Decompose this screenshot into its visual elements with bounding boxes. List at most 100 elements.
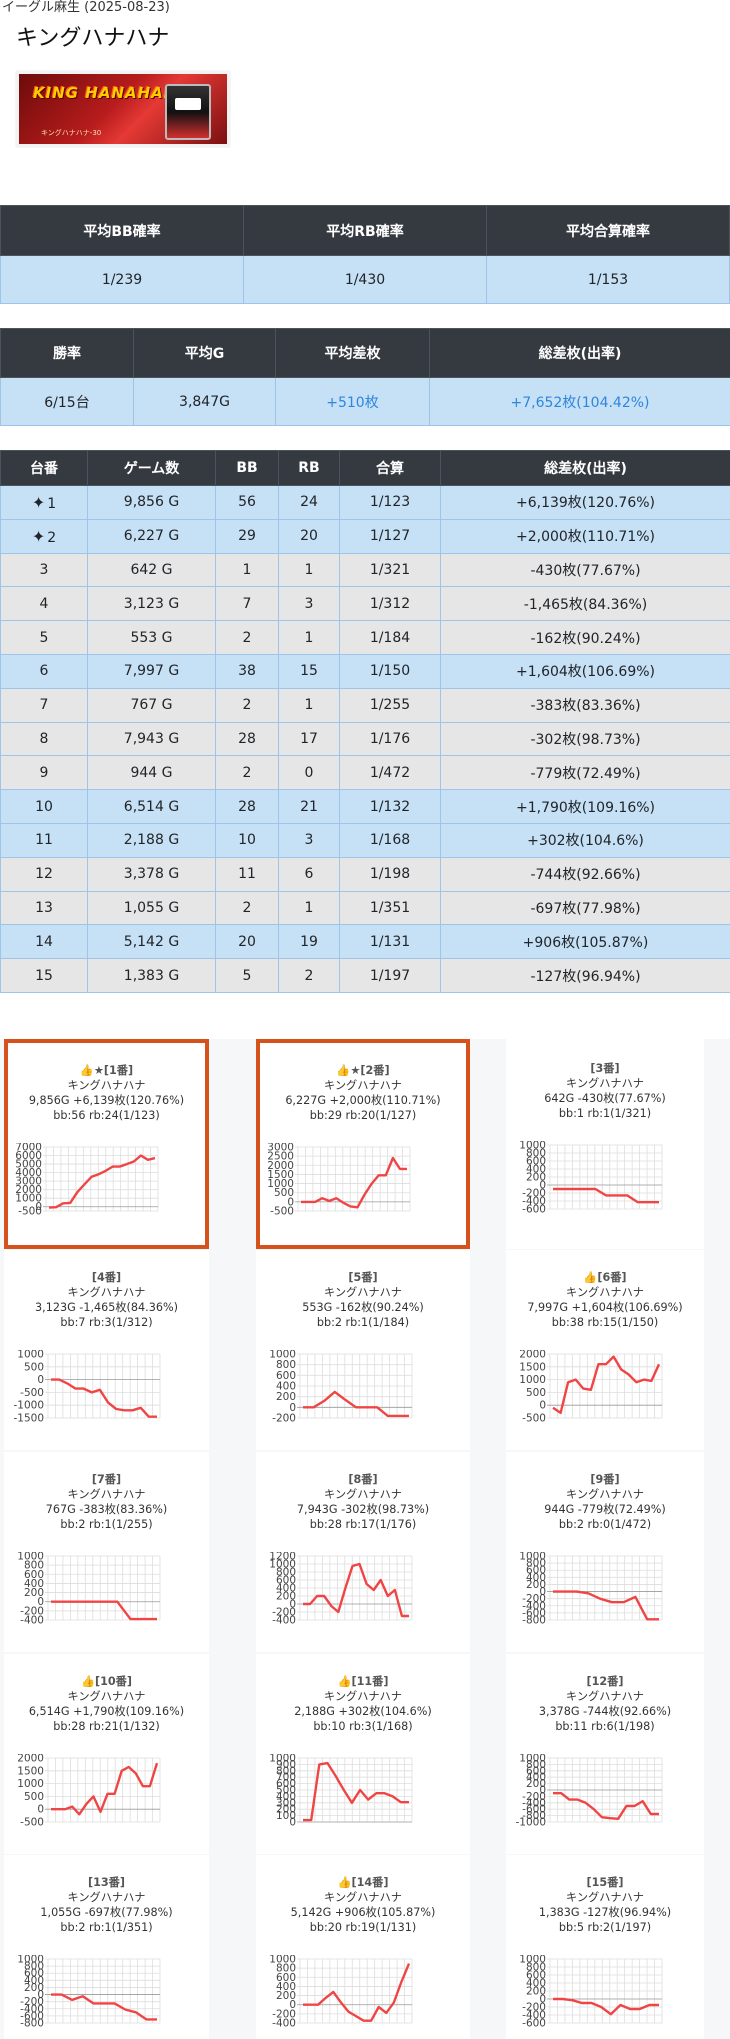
y-tick-label: -500 bbox=[18, 1205, 42, 1217]
cell-text: 1/198 bbox=[370, 866, 410, 882]
cell-rb: 19 bbox=[279, 925, 340, 959]
cell-games: 944 G bbox=[88, 756, 216, 790]
cell-text: -430枚(77.67%) bbox=[530, 563, 640, 579]
cell-rb: 1 bbox=[279, 621, 340, 655]
cell-text: 1,383 G bbox=[124, 968, 179, 984]
cell-no: 9 bbox=[1, 756, 88, 790]
cell-games: 7,997 G bbox=[88, 654, 216, 688]
cell-text: 3 bbox=[40, 562, 49, 578]
cell-text: 2 bbox=[243, 630, 252, 646]
cell-games: 6,227 G bbox=[88, 519, 216, 553]
chart-title: 👍[14番] bbox=[256, 1875, 470, 1890]
column-header: 総差枚(出率) bbox=[430, 329, 730, 378]
y-tick-label: -500 bbox=[270, 1205, 294, 1217]
cell-text: 5 bbox=[40, 630, 49, 646]
cell-text: 1 bbox=[305, 900, 314, 916]
cell-total: 1/150 bbox=[340, 654, 441, 688]
cell-text: 1/255 bbox=[370, 697, 410, 713]
series-line bbox=[553, 1189, 659, 1202]
series-line bbox=[49, 1155, 155, 1207]
chart-caption: bb:29 rb:20(1/127) bbox=[260, 1108, 466, 1123]
column-header: 平均RB確率 bbox=[244, 206, 487, 256]
cell-total: 1/351 bbox=[340, 891, 441, 925]
cell-diff: +302枚(104.6%) bbox=[441, 823, 730, 857]
chart-caption: bb:1 rb:1(1/321) bbox=[506, 1106, 704, 1121]
avg-total-prob: 1/153 bbox=[487, 256, 730, 304]
chart-caption: bb:56 rb:24(1/123) bbox=[8, 1108, 205, 1123]
chart-title: 👍[10番] bbox=[4, 1674, 209, 1689]
cell-text: 1 bbox=[305, 630, 314, 646]
chart-caption: キングハナハナ bbox=[4, 1890, 209, 1905]
cell-bb: 20 bbox=[216, 925, 279, 959]
cell-text: 10 bbox=[35, 799, 53, 815]
cell-games: 1,055 G bbox=[88, 891, 216, 925]
cell-text: 7 bbox=[243, 596, 252, 612]
chart-title: 👍[11番] bbox=[256, 1674, 470, 1689]
column-header: 勝率 bbox=[1, 329, 134, 378]
cell-text: 6,227 G bbox=[124, 528, 179, 544]
cell-total: 1/472 bbox=[340, 756, 441, 790]
cell-total: 1/123 bbox=[340, 486, 441, 520]
chart-caption: 553G -162枚(90.24%) bbox=[256, 1300, 470, 1315]
chart-caption: 5,142G +906枚(105.87%) bbox=[256, 1905, 470, 1920]
cell-total: 1/131 bbox=[340, 925, 441, 959]
chart-title: [15番] bbox=[506, 1875, 704, 1890]
cell-text: 1/184 bbox=[370, 630, 410, 646]
cell-text: 6 bbox=[305, 866, 314, 882]
column-header: 平均G bbox=[134, 329, 276, 378]
sparkle-icon: ✦ bbox=[32, 527, 45, 546]
y-tick-label: -600 bbox=[522, 1203, 546, 1215]
y-tick-label: 0 bbox=[539, 1400, 546, 1412]
chart-caption: 3,378G -744枚(92.66%) bbox=[506, 1704, 704, 1719]
cell-text: 24 bbox=[300, 494, 318, 510]
y-tick-label: -600 bbox=[522, 2017, 546, 2029]
header: イーグル麻生 (2025-08-23) キングハナハナ KING HANAHAN… bbox=[0, 0, 730, 205]
cell-total: 1/312 bbox=[340, 587, 441, 621]
cell-games: 767 G bbox=[88, 688, 216, 722]
banner-subtitle: キングハナハナ-30 bbox=[41, 128, 101, 138]
cell-text: 20 bbox=[238, 934, 256, 950]
cell-text: 5,142 G bbox=[124, 934, 179, 950]
y-tick-label: 0 bbox=[37, 1804, 44, 1816]
cell-rb: 1 bbox=[279, 553, 340, 587]
cell-text: 2 bbox=[305, 968, 314, 984]
cell-text: 2 bbox=[243, 900, 252, 916]
y-tick-label: -500 bbox=[522, 1412, 546, 1424]
probability-summary-table: 平均BB確率 平均RB確率 平均合算確率 1/239 1/430 1/153 bbox=[0, 205, 730, 304]
cell-total: 1/255 bbox=[340, 688, 441, 722]
